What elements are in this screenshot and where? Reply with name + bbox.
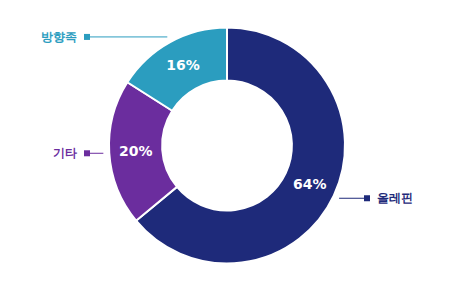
connector: [339, 198, 367, 199]
plot: 64% 20% 16% 올레핀 기타 방향족: [41, 28, 413, 264]
slices: [109, 28, 345, 264]
slice: [136, 28, 345, 264]
data-label: 20%: [119, 143, 153, 159]
label-marker: [84, 150, 90, 156]
connector: [87, 36, 167, 37]
category-label: 기타: [53, 146, 77, 160]
chart: 64% 20% 16% 올레핀 기타 방향족: [0, 0, 454, 287]
category-label: 올레핀: [377, 191, 413, 205]
data-label: 16%: [166, 57, 200, 73]
slice: [127, 28, 227, 111]
label-marker: [84, 34, 90, 40]
data-labels: 64% 20% 16%: [119, 57, 327, 192]
category-label: 방향족: [41, 30, 77, 44]
category-labels: 올레핀 기타 방향족: [41, 30, 413, 205]
data-label: 64%: [293, 176, 327, 192]
label-marker: [364, 195, 370, 201]
